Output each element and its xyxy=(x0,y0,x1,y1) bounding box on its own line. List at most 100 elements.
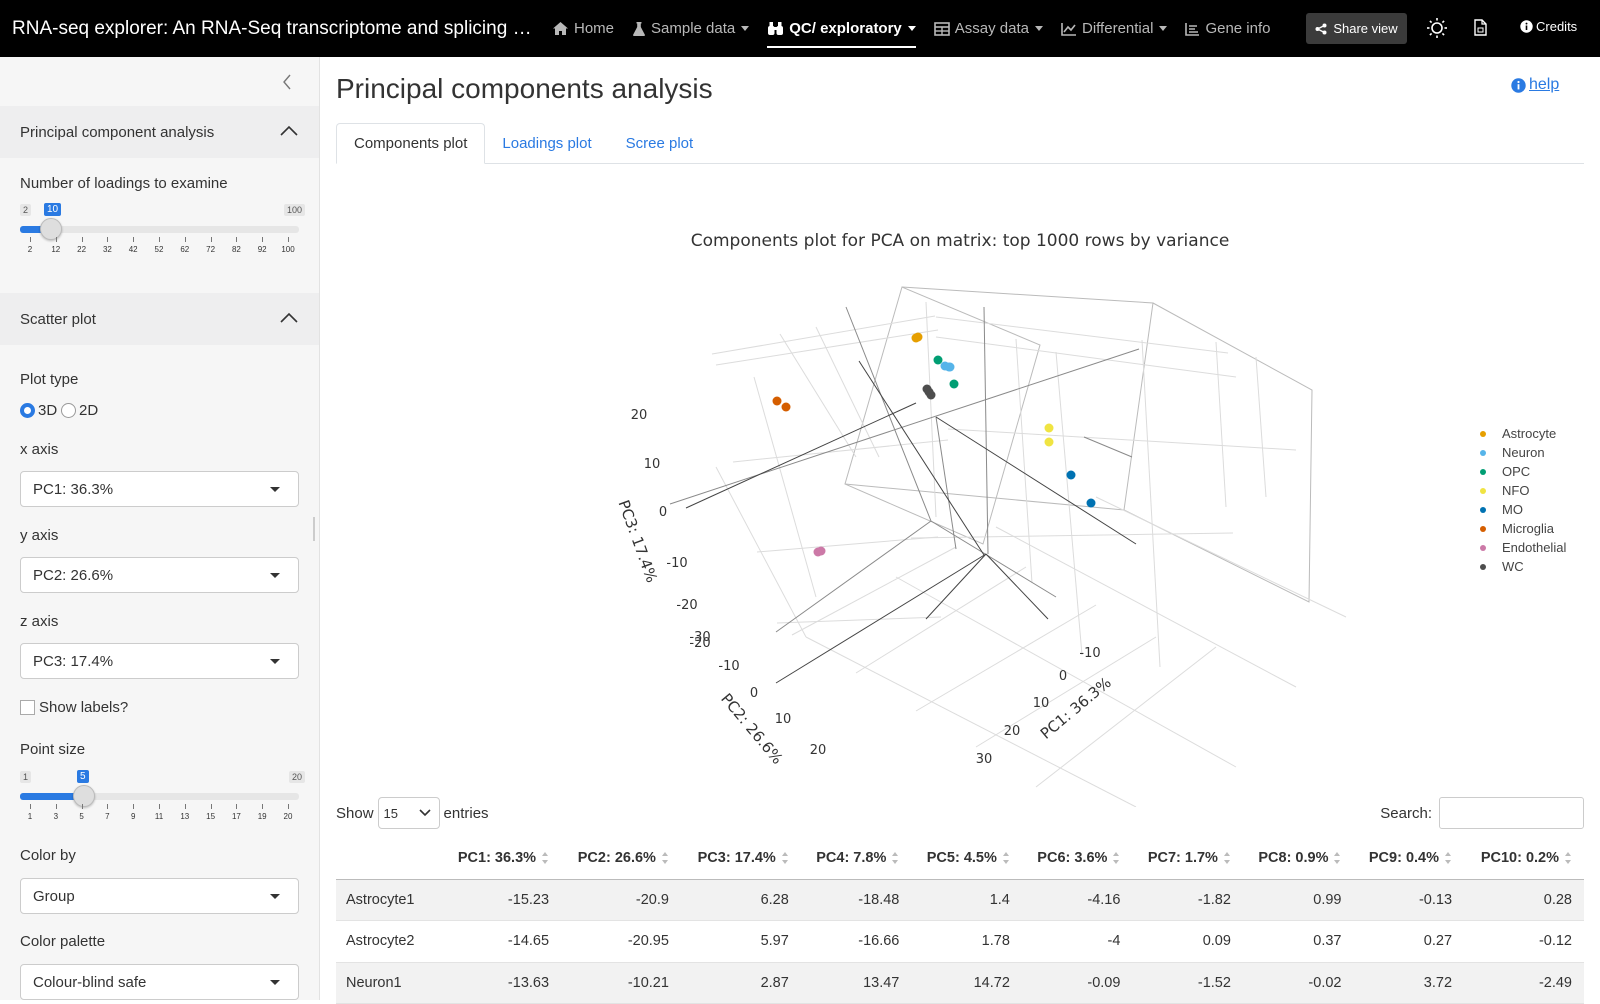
column-header[interactable]: PC3: 17.4% xyxy=(680,837,801,880)
table-cell: -13.63 xyxy=(441,962,562,1004)
nav-sample-data[interactable]: Sample data xyxy=(632,0,750,57)
entries-select[interactable]: 15 xyxy=(377,797,440,829)
table-cell: -16.66 xyxy=(800,920,912,963)
x-tick-label: 10 xyxy=(1033,696,1050,711)
table-cell: 6.28 xyxy=(680,879,801,921)
slider-tick-label: 100 xyxy=(281,245,295,254)
slider-tick xyxy=(184,804,186,809)
pca-section-header[interactable]: Principal component analysis xyxy=(0,106,319,158)
plot-type-3d-radio[interactable]: 3D xyxy=(20,402,57,419)
nav-assay-data[interactable]: Assay data xyxy=(933,0,1043,57)
column-header-label: PC10: 0.2% xyxy=(1480,849,1559,866)
grid-line xyxy=(1255,356,1267,498)
legend-item[interactable]: OPC xyxy=(1476,462,1566,481)
components-plot[interactable]: Components plot for PCA on matrix: top 1… xyxy=(336,167,1584,808)
sidebar-resize-handle[interactable] xyxy=(313,517,315,541)
color-by-value: Group xyxy=(33,887,75,905)
chevron-down-icon xyxy=(1035,26,1043,31)
legend-item[interactable]: WC xyxy=(1476,557,1566,576)
table-cell: 0.37 xyxy=(1242,920,1354,963)
column-header[interactable]: PC1: 36.3% xyxy=(441,837,562,880)
table-cell: 0.27 xyxy=(1353,920,1465,963)
slider-track[interactable] xyxy=(20,793,299,800)
file-icon[interactable] xyxy=(1474,19,1487,36)
nav-differential[interactable]: Differential xyxy=(1061,0,1168,57)
data-point-opc xyxy=(949,379,959,389)
legend-item[interactable]: NFO xyxy=(1476,481,1566,500)
column-header[interactable]: PC4: 7.8% xyxy=(800,837,912,880)
pca-3d-scatter-svg[interactable]: Components plot for PCA on matrix: top 1… xyxy=(336,167,1584,808)
plot-type-2d-label: 2D xyxy=(79,402,99,419)
nav-qc-exploratory[interactable]: QC/ exploratory xyxy=(767,0,916,57)
sort-icon xyxy=(781,851,788,864)
color-by-select[interactable]: Group xyxy=(20,878,299,914)
nav-assay-data-label: Assay data xyxy=(954,20,1029,37)
slider-tick xyxy=(184,237,186,242)
column-header[interactable]: PC7: 1.7% xyxy=(1132,837,1243,880)
scatter-section-header[interactable]: Scatter plot xyxy=(0,293,319,345)
point-size-slider[interactable]: 1 5 20 1 3 5 7 9 11 13 15 17 19 20 xyxy=(20,769,305,821)
sun-icon[interactable] xyxy=(1426,17,1448,39)
z-axis-select[interactable]: PC3: 17.4% xyxy=(20,643,299,679)
legend-item[interactable]: Neuron xyxy=(1476,443,1566,462)
legend-item[interactable]: Microglia xyxy=(1476,519,1566,538)
grid-line xyxy=(732,439,949,463)
tab-scree-plot[interactable]: Scree plot xyxy=(625,135,694,152)
color-by-label: Color by xyxy=(20,847,76,864)
column-header[interactable]: PC6: 3.6% xyxy=(1021,837,1133,880)
column-header[interactable]: PC2: 26.6% xyxy=(561,837,681,880)
zero-line xyxy=(858,360,985,556)
show-labels-checkbox[interactable]: Show labels? xyxy=(20,699,128,716)
entries-value: 15 xyxy=(383,805,398,821)
axis-line xyxy=(1083,436,1133,458)
zero-line xyxy=(685,402,917,509)
table-row[interactable]: Astrocyte1 -15.23 -20.9 6.28 -18.48 1.4 -4.16-… xyxy=(336,879,1584,921)
legend-item[interactable]: MO xyxy=(1476,500,1566,519)
tab-loadings-plot[interactable]: Loadings plot xyxy=(502,135,592,152)
row-sample-name: Astrocyte1 xyxy=(336,879,442,921)
share-view-button[interactable]: Share view xyxy=(1306,13,1407,44)
column-header-sample[interactable] xyxy=(336,837,442,880)
slider-tick-label: 1 xyxy=(27,812,33,821)
legend-item[interactable]: Astrocyte xyxy=(1476,424,1566,443)
tab-components-plot[interactable]: Components plot xyxy=(336,123,486,164)
slider-handle[interactable] xyxy=(73,785,95,807)
slider-handle[interactable] xyxy=(40,218,62,240)
credits-link[interactable]: Credits xyxy=(1520,19,1577,34)
y-axis-label: y axis xyxy=(20,527,59,544)
x-axis-select[interactable]: PC1: 36.3% xyxy=(20,471,299,507)
search-input[interactable] xyxy=(1439,797,1584,829)
table-row[interactable]: Astrocyte2 -14.65 -20.95 5.97 -16.66 1.78 -4 0.… xyxy=(336,920,1584,963)
column-header[interactable]: PC5: 4.5% xyxy=(911,837,1022,880)
column-header-label: PC6: 3.6% xyxy=(1037,849,1108,866)
slider-tick xyxy=(288,804,289,809)
legend-label: NFO xyxy=(1502,483,1530,498)
plot-type-2d-radio[interactable]: 2D xyxy=(61,402,98,419)
color-palette-select[interactable]: Colour-blind safe xyxy=(20,964,299,1000)
slider-max-label: 20 xyxy=(288,771,305,783)
slider-tick xyxy=(55,804,57,809)
help-link[interactable]: help xyxy=(1511,76,1559,94)
axis-line xyxy=(983,306,989,555)
pca-section-title: Principal component analysis xyxy=(20,123,215,141)
grid-line xyxy=(855,566,1027,674)
checkbox-icon xyxy=(20,700,35,715)
nav-gene-info[interactable]: Gene info xyxy=(1185,0,1270,57)
entries-label: entries xyxy=(443,804,489,822)
slider-tick-label: 5 xyxy=(79,812,84,821)
table-row[interactable]: Neuron1 -13.63 -10.21 2.87 13.47 14.72 -0.09 -1… xyxy=(336,962,1584,1004)
legend-item[interactable]: Endothelial xyxy=(1476,538,1566,557)
column-header[interactable]: PC10: 0.2% xyxy=(1464,837,1584,880)
nav-home[interactable]: Home xyxy=(552,0,614,57)
column-header[interactable]: PC9: 0.4% xyxy=(1353,837,1465,880)
loadings-slider[interactable]: 2 10 100 2 12 22 32 42 52 62 72 82 92 100 xyxy=(20,202,305,254)
grid-line xyxy=(715,329,939,366)
slider-track[interactable] xyxy=(20,226,299,233)
x-tick-label: 0 xyxy=(1059,669,1067,684)
grid-line xyxy=(935,316,1229,354)
chevron-left-icon[interactable] xyxy=(282,74,292,90)
y-axis-select[interactable]: PC2: 26.6% xyxy=(20,557,299,593)
slider-tick-label: 42 xyxy=(128,245,138,254)
column-header[interactable]: PC8: 0.9% xyxy=(1242,837,1354,880)
app-title[interactable]: RNA-seq explorer: An RNA-Seq transcripto… xyxy=(12,17,532,39)
